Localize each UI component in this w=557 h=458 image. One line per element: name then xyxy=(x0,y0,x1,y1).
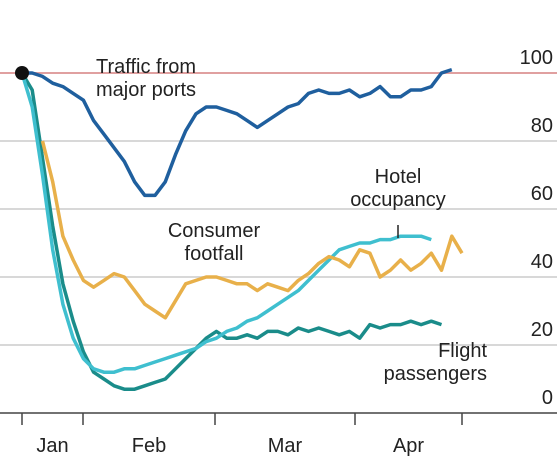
series-line xyxy=(22,67,453,198)
label-bg xyxy=(512,113,557,137)
label-bg xyxy=(512,45,557,69)
series-label: Hotel occupancy xyxy=(350,166,446,211)
x-tick-label: Feb xyxy=(132,435,166,457)
x-tick-label: Jan xyxy=(36,435,68,457)
x-tick-label: Apr xyxy=(393,435,424,457)
label-bg xyxy=(512,385,557,409)
series-label: Traffic from major ports xyxy=(96,56,197,101)
start-dot xyxy=(15,66,29,80)
series-label: Flight passengers xyxy=(383,340,487,385)
y-tick-label: 40 xyxy=(531,251,553,273)
y-tick-label: 80 xyxy=(531,115,553,137)
y-tick-label: 0 xyxy=(542,387,553,409)
series-label: Consumer footfall xyxy=(167,220,261,265)
series-line xyxy=(40,140,464,320)
label-bg xyxy=(512,317,557,341)
y-tick-label: 100 xyxy=(520,47,553,69)
label-bg xyxy=(512,181,557,205)
label-bg xyxy=(512,249,557,273)
x-tick-label: Mar xyxy=(268,435,303,457)
series-line xyxy=(20,72,432,374)
y-tick-label: 60 xyxy=(531,183,553,205)
y-tick-label: 20 xyxy=(531,319,553,341)
